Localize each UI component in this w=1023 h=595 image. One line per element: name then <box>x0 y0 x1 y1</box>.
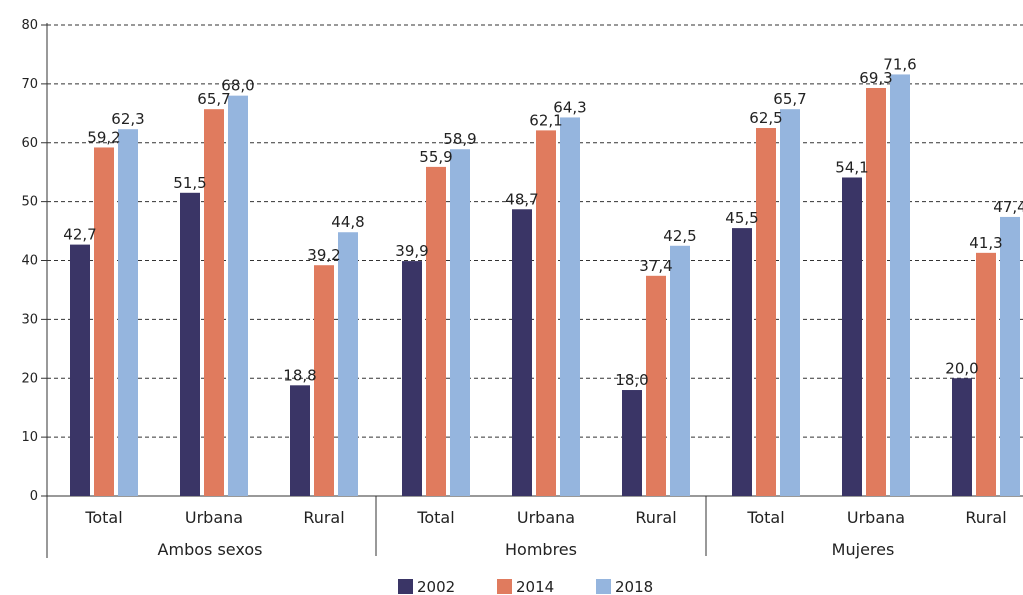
bar-2002 <box>732 228 752 496</box>
data-label: 37,4 <box>639 257 672 275</box>
legend-label: 2014 <box>516 578 554 595</box>
category-label: Total <box>84 508 122 527</box>
data-label: 18,0 <box>615 371 648 389</box>
data-label: 51,5 <box>173 174 206 192</box>
legend-swatch <box>398 579 413 594</box>
bar-2018 <box>780 109 800 496</box>
data-label: 42,7 <box>63 226 96 244</box>
group-label: Mujeres <box>832 540 895 559</box>
legend-item-2002: 2002 <box>398 578 455 595</box>
x-axis-labels: Total Urbana Rural Ambos sexos Total Urbana Ru… <box>84 508 1006 559</box>
legend: 2002 2014 2018 <box>398 578 653 595</box>
bar-2018 <box>118 129 138 497</box>
legend-label: 2018 <box>615 578 653 595</box>
category-label: Rural <box>965 508 1006 527</box>
data-label: 65,7 <box>773 90 806 108</box>
bar-2002 <box>402 261 422 496</box>
bar-2014 <box>976 252 996 496</box>
bar-2002 <box>622 390 642 496</box>
data-label: 42,5 <box>663 227 696 245</box>
data-label: 71,6 <box>883 55 916 73</box>
y-tick-label: 10 <box>21 430 38 445</box>
bar-2018 <box>670 245 690 496</box>
data-label: 62,3 <box>111 110 144 128</box>
category-label: Total <box>746 508 784 527</box>
bar-2014 <box>314 265 334 496</box>
data-label: 68,0 <box>221 77 254 95</box>
bar-2002 <box>512 209 532 496</box>
category-label: Urbana <box>517 508 575 527</box>
y-tick-label: 30 <box>21 312 38 327</box>
data-label: 65,7 <box>197 90 230 108</box>
bar-2002 <box>70 244 90 496</box>
bar-2014 <box>756 128 776 496</box>
data-label: 20,0 <box>945 359 978 377</box>
data-label: 48,7 <box>505 190 538 208</box>
bar-2018 <box>450 149 470 496</box>
y-tick-label: 70 <box>21 77 38 92</box>
bar-2014 <box>426 166 446 497</box>
legend-label: 2002 <box>417 578 455 595</box>
category-label: Rural <box>303 508 344 527</box>
bar-2002 <box>290 385 310 496</box>
y-tick-label: 60 <box>21 136 38 151</box>
y-tick-label: 50 <box>21 195 38 210</box>
legend-swatch <box>497 579 512 594</box>
bar-2018 <box>890 74 910 496</box>
data-label: 55,9 <box>419 148 452 166</box>
axes: 0 10 20 30 40 50 60 70 80 <box>21 18 1023 558</box>
bar-2014 <box>536 130 556 497</box>
data-label: 58,9 <box>443 130 476 148</box>
y-tick-label: 0 <box>30 489 38 504</box>
legend-swatch <box>596 579 611 594</box>
data-label: 62,1 <box>529 111 562 129</box>
y-tick-label: 40 <box>21 254 38 269</box>
bar-2014 <box>866 87 886 496</box>
group-label: Hombres <box>505 540 577 559</box>
legend-item-2014: 2014 <box>497 578 554 595</box>
bar-2014 <box>204 109 224 496</box>
data-label: 45,5 <box>725 209 758 227</box>
data-label: 47,4 <box>993 198 1023 216</box>
bar-2002 <box>842 177 862 496</box>
bar-2018 <box>338 232 358 497</box>
category-label: Total <box>416 508 454 527</box>
data-label: 59,2 <box>87 128 120 146</box>
data-label: 54,1 <box>835 158 868 176</box>
bar-2018 <box>228 95 248 497</box>
bar-2014 <box>646 275 666 496</box>
bar-2014 <box>94 147 114 496</box>
legend-item-2018: 2018 <box>596 578 653 595</box>
bar-2018 <box>1000 216 1020 496</box>
data-label: 39,9 <box>395 242 428 260</box>
data-label: 44,8 <box>331 213 364 231</box>
data-label: 41,3 <box>969 234 1002 252</box>
data-label: 64,3 <box>553 98 586 116</box>
category-label: Urbana <box>185 508 243 527</box>
bars <box>70 74 1020 497</box>
group-label: Ambos sexos <box>158 540 263 559</box>
bar-2018 <box>560 117 580 496</box>
y-tick-label: 20 <box>21 371 38 386</box>
y-tick-label: 80 <box>21 18 38 33</box>
bar-2002 <box>180 192 200 496</box>
data-label: 69,3 <box>859 69 892 87</box>
data-label: 39,2 <box>307 246 340 264</box>
category-label: Urbana <box>847 508 905 527</box>
bar-2002 <box>952 378 972 496</box>
category-label: Rural <box>635 508 676 527</box>
data-label: 62,5 <box>749 109 782 127</box>
data-label: 18,8 <box>283 366 316 384</box>
data-labels: 42,759,262,351,565,768,018,839,244,839,9… <box>63 55 1023 389</box>
